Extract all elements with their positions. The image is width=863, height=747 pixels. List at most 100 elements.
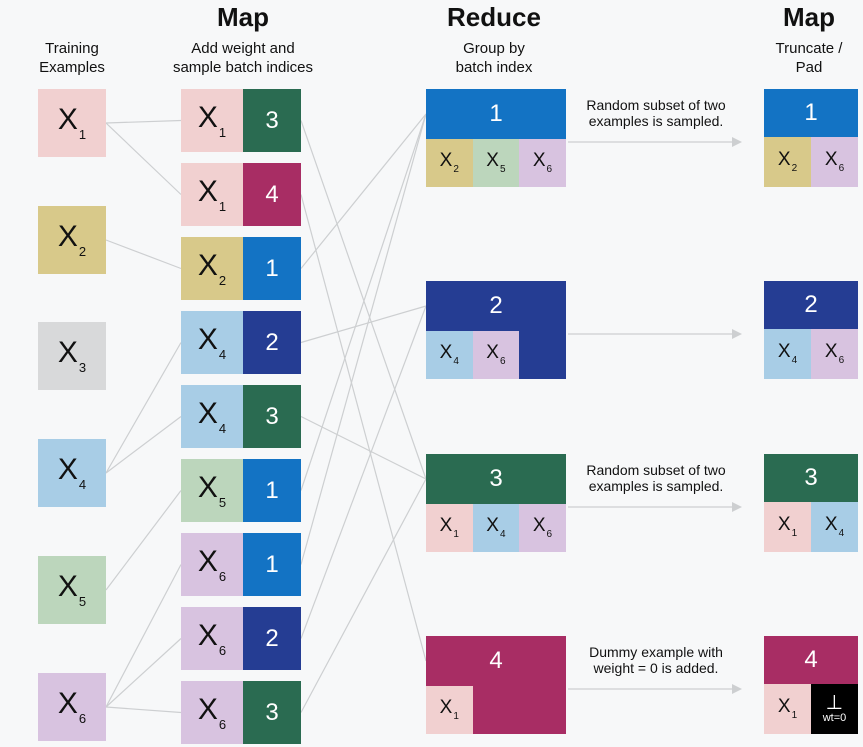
x-subscript: 6 [218, 642, 227, 658]
x-letter: X [777, 514, 791, 535]
reduce-member-box: X2 [426, 139, 473, 187]
x-letter: X [824, 149, 838, 170]
connector-line [300, 194, 427, 662]
x-subscript: 3 [78, 360, 87, 375]
arrow-head [732, 329, 742, 339]
x-label: X1 [197, 100, 227, 140]
x-label: X2 [778, 150, 797, 174]
arrow-head [732, 137, 742, 147]
reduce-group-header: 1 [426, 89, 566, 139]
x-letter: X [197, 618, 218, 652]
x-letter: X [824, 341, 838, 362]
batch-number: 1 [265, 476, 279, 504]
x-label: X1 [778, 697, 797, 721]
reduce-member-box: X5 [472, 139, 520, 187]
x-letter: X [197, 322, 218, 356]
batch-number: 1 [804, 99, 818, 126]
x-subscript: 6 [218, 716, 227, 732]
x-subscript: 6 [546, 164, 553, 175]
map-batch-box: 1 [243, 459, 301, 522]
map-batch-box: 3 [243, 89, 301, 152]
x-label: X6 [825, 150, 844, 174]
x-subscript: 5 [78, 594, 87, 609]
sampling-note: Random subset of two examples is sampled… [586, 97, 726, 129]
connector-line [300, 305, 427, 639]
batch-number: 3 [265, 698, 279, 726]
arrow-head [732, 684, 742, 694]
x-label: X6 [198, 546, 227, 584]
batch-number: 2 [265, 328, 279, 356]
map-example-box: X6 [181, 533, 243, 596]
connector-line [105, 119, 182, 124]
connector-line [300, 113, 427, 269]
connector-line [300, 113, 427, 491]
training-example-box: X6 [38, 673, 106, 741]
x-letter: X [824, 514, 838, 535]
x-label: X6 [58, 689, 86, 726]
x-letter: X [777, 696, 791, 717]
reduce-member-box: X6 [472, 331, 520, 379]
x-subscript: 6 [546, 529, 553, 540]
x-label: X5 [486, 151, 505, 175]
x-letter: X [439, 515, 453, 536]
final-member-box: X1 [764, 684, 811, 734]
reduce-group-header: 2 [426, 281, 566, 331]
batch-number: 2 [489, 292, 503, 319]
training-example-box: X3 [38, 322, 106, 390]
connector-line [105, 239, 182, 270]
reduce-member-box: X6 [519, 139, 566, 187]
x-label: X4 [486, 516, 505, 540]
x-letter: X [197, 100, 218, 134]
connector-line [300, 120, 427, 480]
connector-line [105, 416, 182, 474]
x-label: X6 [825, 342, 844, 366]
batch-number: 4 [804, 646, 818, 673]
header-map-1: Map [217, 2, 269, 32]
x-letter: X [57, 453, 78, 486]
x-subscript: 6 [838, 355, 845, 366]
x-letter: X [777, 149, 791, 170]
header-map-2: Map [783, 2, 835, 32]
x-letter: X [197, 248, 218, 282]
x-letter: X [486, 342, 499, 363]
x-label: X6 [533, 151, 552, 175]
final-member-box: X6 [811, 329, 858, 379]
x-label: X2 [197, 248, 226, 287]
x-label: X4 [825, 515, 844, 539]
x-letter: X [439, 697, 453, 718]
dummy-example-box: ⊥ wt=0 [811, 684, 858, 734]
x-subscript: 1 [78, 127, 87, 142]
batch-number: 3 [265, 106, 279, 134]
x-subscript: 1 [218, 198, 227, 214]
final-group-header: 1 [764, 89, 858, 137]
arrow-head [732, 502, 742, 512]
batch-number: 1 [265, 254, 279, 282]
x-subscript: 6 [218, 568, 227, 584]
x-subscript: 1 [791, 710, 798, 721]
header-map-2-sub: Truncate / Pad [775, 40, 843, 76]
final-member-box: X2 [764, 137, 811, 187]
header-training-examples: Training Examples [39, 40, 105, 76]
x-letter: X [197, 692, 218, 726]
x-subscript: 1 [218, 124, 227, 140]
training-example-box: X4 [38, 439, 106, 507]
map-example-box: X6 [181, 607, 243, 670]
x-letter: X [532, 150, 546, 171]
reduce-group-header: 4 [426, 636, 566, 686]
reduce-member-box: X4 [426, 331, 473, 379]
x-subscript: 2 [791, 163, 798, 174]
x-label: X6 [197, 692, 227, 732]
reduce-member-box: X4 [472, 504, 520, 552]
bottom-symbol-icon: ⊥ [825, 692, 844, 714]
x-subscript: 2 [78, 244, 87, 259]
x-subscript: 4 [218, 420, 227, 436]
x-label: X4 [778, 342, 797, 366]
x-subscript: 4 [78, 477, 87, 492]
map-example-box: X2 [181, 237, 243, 300]
x-subscript: 4 [453, 356, 459, 367]
x-letter: X [532, 515, 546, 536]
final-member-box: X6 [811, 137, 858, 187]
connector-line [105, 638, 182, 708]
x-letter: X [197, 174, 218, 208]
reduce-member-box: X1 [426, 504, 473, 552]
